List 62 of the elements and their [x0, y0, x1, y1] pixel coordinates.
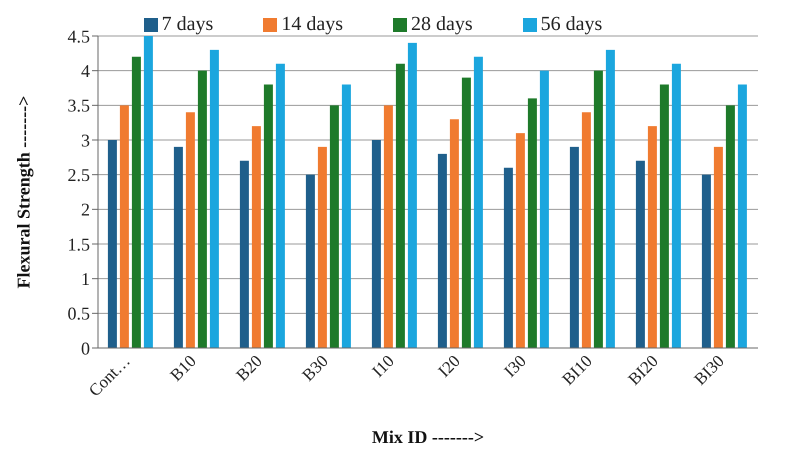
bar [504, 168, 513, 348]
bar [570, 146, 579, 348]
bar [726, 105, 735, 348]
bar [342, 84, 351, 348]
x-axis-title: Mix ID -------> [372, 427, 484, 447]
bar [582, 112, 591, 348]
bar [210, 50, 219, 348]
bar [330, 105, 339, 348]
bar [240, 160, 249, 348]
bar [672, 64, 681, 348]
bar [438, 154, 447, 348]
bar [516, 133, 525, 348]
y-axis-title: Flexural Strength -------> [13, 96, 34, 288]
bar [738, 84, 747, 348]
bar [276, 64, 285, 348]
bar [372, 140, 381, 348]
bar [660, 84, 669, 348]
x-tick-label: I10 [368, 351, 398, 381]
y-tick-label: 3.5 [68, 96, 90, 116]
bar [264, 84, 273, 348]
y-tick-label: 4.5 [68, 26, 90, 46]
y-tick-label: 1.5 [68, 234, 90, 254]
bar [702, 174, 711, 348]
y-tick-label: 1 [81, 269, 90, 290]
bar [540, 70, 549, 348]
bar [450, 119, 459, 348]
legend-label: 7 days [162, 13, 214, 35]
legend-label: 56 days [540, 13, 602, 35]
bar [144, 36, 153, 348]
bar [396, 64, 405, 348]
legend-label: 28 days [411, 13, 473, 35]
x-tick-label: B30 [298, 351, 332, 385]
y-tick-label: 2.5 [68, 165, 90, 186]
bar [594, 70, 603, 348]
y-tick-label: 3 [81, 130, 90, 150]
bar [120, 105, 129, 348]
bar [108, 140, 117, 348]
bar [528, 98, 537, 348]
bar [474, 56, 483, 348]
x-tick-label: I30 [500, 351, 530, 381]
bar [306, 174, 315, 348]
x-tick-label: B20 [232, 351, 266, 385]
bar [252, 126, 261, 348]
y-tick-label: 2 [81, 200, 90, 220]
x-tick-label: I20 [434, 351, 464, 381]
bar [648, 126, 657, 348]
bar [186, 112, 195, 348]
bar [318, 146, 327, 348]
y-tick-label: 0 [81, 338, 90, 358]
bar [462, 78, 471, 348]
bar [636, 160, 645, 348]
y-tick-label: 0.5 [68, 304, 90, 324]
y-tick-label: 4 [81, 61, 90, 82]
bar [174, 146, 183, 348]
bar [384, 105, 393, 348]
bar [714, 146, 723, 348]
legend-label: 14 days [281, 13, 343, 35]
bar [132, 56, 141, 348]
bar [606, 50, 615, 348]
bar [198, 70, 207, 348]
x-tick-label: B10 [166, 351, 200, 385]
bar [408, 42, 417, 348]
